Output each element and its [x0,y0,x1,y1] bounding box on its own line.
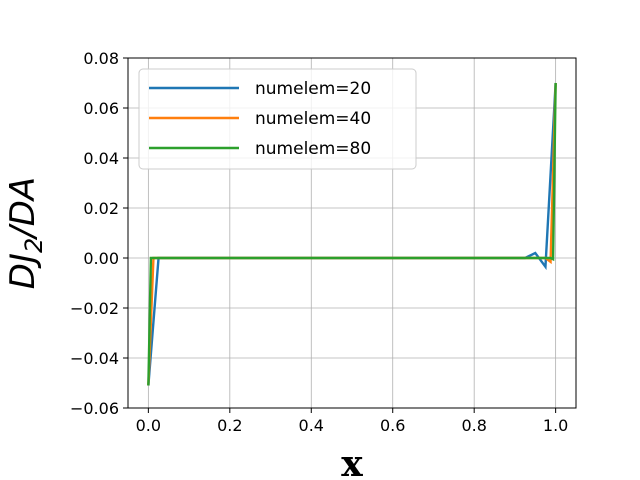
legend-box [138,68,417,170]
x-tick-label: 0.8 [461,416,486,435]
y-tick-label: 0.02 [83,199,119,218]
legend-label: numelem=80 [255,139,371,159]
x-tick-label: 0.0 [136,416,161,435]
y-axis-label-rest: /DA [3,177,43,241]
x-axis-label: x [341,443,363,480]
y-tick-label: 0.06 [83,99,119,118]
series-lines [147,82,557,386]
y-tick-label: −0.04 [70,349,119,368]
y-tick-label: −0.02 [70,299,119,318]
x-tick-label: 0.2 [217,416,242,435]
y-tick-label: 0.00 [83,249,119,268]
axis-ticks: 0.0 0.2 0.4 0.6 0.8 1.0 −0.06 −0.04 −0.02 0.00 0.0… [70,49,568,435]
y-axis-label: DJ2/DA [3,177,48,289]
y-axis-label-subscript: 2 [20,238,48,253]
y-tick-label: −0.06 [70,399,119,418]
x-tick-label: 0.4 [299,416,324,435]
legend-label: numelem=20 [255,79,371,99]
legend-label: numelem=40 [255,109,371,129]
legend: numelem=20 numelem=40 numelem=80 [138,68,417,170]
x-tick-label: 0.6 [380,416,405,435]
plot-frame [127,57,577,409]
y-axis-label-main: DJ [3,253,43,289]
y-tick-label: 0.08 [83,49,119,68]
x-tick-label: 1.0 [543,416,568,435]
series-line-3 [147,82,557,386]
y-tick-label: 0.04 [83,149,119,168]
